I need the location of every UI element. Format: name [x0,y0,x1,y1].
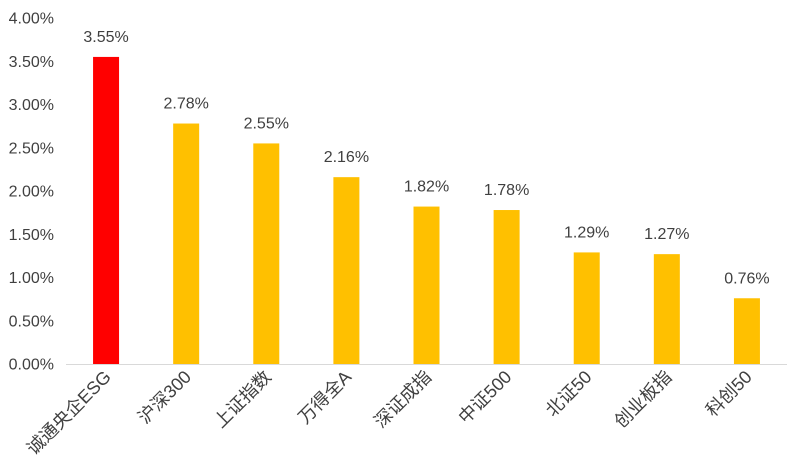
data-label: 3.55% [83,29,128,46]
y-tick-label: 3.50% [9,54,54,71]
bar-8 [733,298,760,364]
y-tick-label: 1.50% [9,227,54,244]
bar-6 [573,252,600,364]
data-label: 0.76% [724,270,769,287]
y-tick-label: 2.00% [9,184,54,201]
bar-0 [93,56,120,365]
y-tick-label: 4.00% [9,11,54,28]
data-label: 2.16% [324,149,369,166]
x-tick-label: 创业板指 [611,367,676,432]
bar-1 [173,123,200,364]
x-tick-label: 上证指数 [210,367,275,432]
x-tick-label: 沪深300 [134,367,195,428]
x-tick-label: 中证500 [455,367,516,428]
bar-5 [493,210,520,364]
y-tick-label: 0.50% [9,313,54,330]
y-tick-label: 0.00% [9,357,54,374]
x-tick-label: 科创50 [702,367,756,421]
bar-2 [253,143,280,364]
x-tick-label: 万得全A [294,367,355,428]
y-tick-label: 3.00% [9,97,54,114]
y-axis: 0.00% 0.50% 1.00% 1.50% 2.00% 2.50% 3.00% 3.50%… [9,11,54,374]
data-label: 1.82% [404,179,449,196]
data-labels: 3.55% 2.78% 2.55% 2.16% 1.82% 1.78% 1.29% 1.27%… [83,29,769,287]
bar-4 [413,206,440,364]
data-label: 1.78% [484,182,529,199]
x-tick-label: 诚通央企ESG [23,367,115,459]
bar-7 [653,254,680,364]
x-tick-label: 北证50 [542,367,596,421]
y-tick-label: 2.50% [9,140,54,157]
data-label: 1.27% [644,226,689,243]
x-tick-label: 深证成指 [370,367,435,432]
y-tick-label: 1.00% [9,270,54,287]
data-label: 1.29% [564,224,609,241]
bars [93,56,760,365]
bar-3 [333,177,360,364]
data-label: 2.55% [244,115,289,132]
data-label: 2.78% [163,96,208,113]
x-axis: 诚通央企ESG 沪深300 上证指数 万得全A 深证成指 中证500 北证50 创业板指 科创5… [23,367,756,459]
